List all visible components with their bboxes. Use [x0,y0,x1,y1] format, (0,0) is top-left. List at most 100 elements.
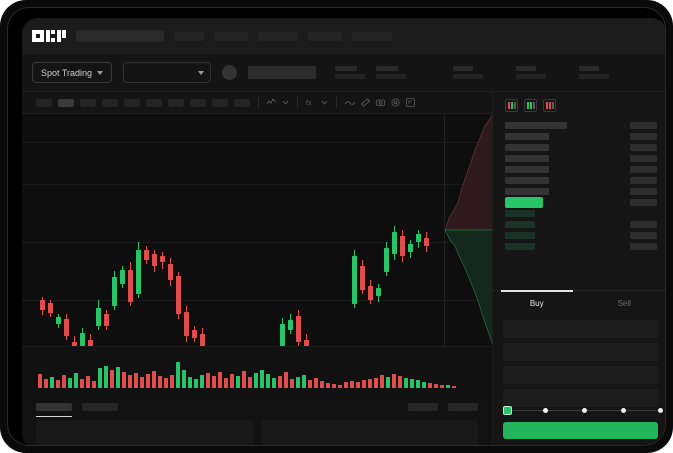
volume-bar-44 [302,375,306,388]
candle-body [400,236,405,256]
timeframe-8[interactable] [190,98,206,107]
timeframe-4[interactable] [102,98,118,107]
timeframe-10[interactable] [234,98,250,107]
volume-bar-61 [404,378,408,388]
slider-stop-50[interactable] [582,407,587,413]
slider-handle[interactable] [503,405,512,415]
orderbook-rows[interactable] [493,118,665,252]
candle-3 [64,114,69,346]
orderbook-price-bar [505,243,535,250]
order-panel: Buy Sell [492,92,665,445]
candlestick-chart[interactable] [22,114,492,346]
volume-bar-5 [68,378,72,388]
timeframe-1[interactable] [36,98,52,107]
timeframe-6[interactable] [146,98,162,107]
candle-body [200,334,205,346]
app-screen: Spot Trading [22,18,665,445]
orderbook-size-bar [630,210,657,217]
orderbook-price-bar [505,177,549,184]
volume-bar-23 [176,362,180,388]
amount-percent-slider[interactable] [503,404,663,416]
candle-20 [200,114,205,346]
market-subbar: Spot Trading [22,54,665,92]
settings-icon[interactable] [391,98,400,107]
chevron-down-icon [198,70,205,75]
nav-item-2[interactable] [214,31,248,41]
okx-logo-icon[interactable] [32,30,66,42]
price-field[interactable] [503,320,658,338]
orderbook-row-5[interactable] [505,175,657,186]
slider-stop-25[interactable] [543,407,548,413]
orderbook-bids-icon[interactable] [524,99,537,112]
timeframe-5[interactable] [124,98,140,107]
volume-bar-0 [38,374,42,388]
candle-34 [312,114,317,346]
line-chart-icon[interactable] [267,98,276,107]
orders-content-panels [22,420,492,445]
orderbook-both-icon[interactable] [505,99,518,112]
candle-body [96,308,101,326]
candle-body [128,270,133,302]
orderbook-row-7[interactable] [505,197,657,208]
candle-wick [74,336,75,346]
tab-buy[interactable]: Buy [493,290,581,316]
timeframe-9[interactable] [212,98,228,107]
search-input[interactable] [76,30,164,42]
slider-stop-100[interactable] [658,407,663,413]
slider-stop-75[interactable] [621,407,626,413]
orders-panel-left [36,420,253,445]
wave-icon[interactable] [345,99,355,107]
orderbook-row-3[interactable] [505,153,657,164]
extra-field[interactable] [503,389,658,407]
top-navigation-bar [22,18,665,54]
trading-pair-select[interactable] [123,62,212,83]
timeframe-7[interactable] [168,98,184,107]
fullscreen-icon[interactable] [406,98,415,107]
volume-bar-62 [410,379,414,388]
candle-13 [144,114,149,346]
timeframe-3[interactable] [80,98,96,107]
nav-item-1[interactable] [174,31,204,41]
orderbook-row-10[interactable] [505,230,657,241]
volume-bar-2 [50,377,54,388]
nav-item-3[interactable] [258,31,298,41]
orderbook-row-0[interactable] [505,120,657,131]
submit-buy-button[interactable] [503,422,658,439]
timeframe-2[interactable] [58,98,74,107]
tab-sell[interactable]: Sell [617,299,631,308]
orderbook-asks-icon[interactable] [543,99,556,112]
ruler-icon[interactable] [361,98,370,107]
orderbook-row-6[interactable] [505,186,657,197]
candle-43 [384,114,389,346]
volume-bar-38 [266,374,270,388]
candle-body [112,277,117,306]
volume-bar-69 [452,386,456,388]
nav-item-5[interactable] [352,31,392,41]
candle-4 [72,114,77,346]
chevron-down-icon[interactable] [321,99,328,106]
chevron-down-icon[interactable] [282,99,289,106]
orderbook-row-1[interactable] [505,131,657,142]
candle-6 [88,114,93,346]
volume-bar-31 [224,378,228,388]
nav-item-4[interactable] [308,31,342,41]
indicators-icon[interactable]: fx [306,98,315,107]
orderbook-row-8[interactable] [505,208,657,219]
total-field[interactable] [503,366,658,384]
orderbook-row-11[interactable] [505,241,657,252]
amount-field[interactable] [503,343,658,361]
orderbook-price-bar [505,155,549,162]
trading-mode-selector[interactable]: Spot Trading [32,62,113,83]
bottom-action-2[interactable] [448,403,478,411]
volume-bar-32 [230,374,234,388]
candle-body [120,270,125,284]
bottom-tab-order-history[interactable] [82,403,118,411]
orderbook-row-9[interactable] [505,219,657,230]
orderbook-price-bar [505,144,549,151]
bottom-action-1[interactable] [408,403,438,411]
camera-icon[interactable] [376,98,385,107]
orderbook-view-toggles [493,92,665,118]
orderbook-row-4[interactable] [505,164,657,175]
orderbook-row-2[interactable] [505,142,657,153]
bottom-tab-open-orders[interactable] [36,403,72,417]
